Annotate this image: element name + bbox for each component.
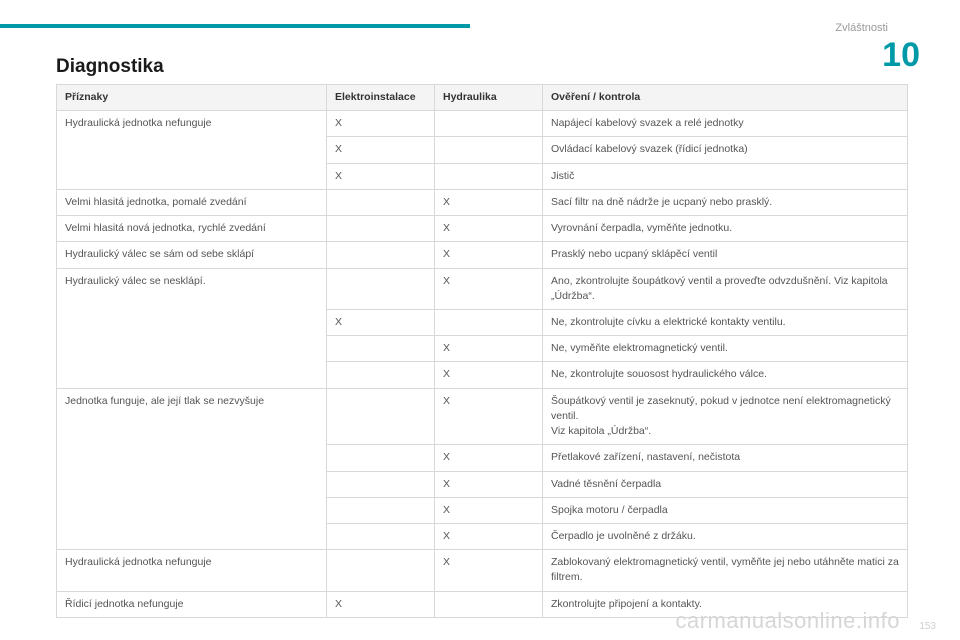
cell-verify: Vyrovnání čerpadla, vyměňte jednotku.	[543, 216, 908, 242]
cell-hydraulics	[435, 137, 543, 163]
diagnostics-table: Příznaky Elektroinstalace Hydraulika Ově…	[56, 84, 908, 618]
col-symptoms: Příznaky	[57, 85, 327, 111]
cell-hydraulics	[435, 111, 543, 137]
cell-hydraulics: X	[435, 471, 543, 497]
table-row: Hydraulická jednotka nefungujeXNapájecí …	[57, 111, 908, 137]
cell-hydraulics: X	[435, 336, 543, 362]
cell-electro	[327, 362, 435, 388]
table-row: Hydraulický válec se nesklápí.XAno, zkon…	[57, 268, 908, 309]
table-body: Hydraulická jednotka nefungujeXNapájecí …	[57, 111, 908, 618]
cell-symptom: Jednotka funguje, ale její tlak se nezvy…	[57, 388, 327, 550]
cell-symptom: Hydraulický válec se sám od sebe sklápí	[57, 242, 327, 268]
cell-electro	[327, 242, 435, 268]
table-row: Hydraulická jednotka nefunguje XZablokova…	[57, 550, 908, 591]
cell-verify: Čerpadlo je uvolněné z držáku.	[543, 523, 908, 549]
cell-verify: Spojka motoru / čerpadla	[543, 497, 908, 523]
cell-hydraulics: X	[435, 388, 543, 445]
cell-symptom: Velmi hlasitá nová jednotka, rychlé zved…	[57, 216, 327, 242]
cell-hydraulics	[435, 309, 543, 335]
cell-symptom: Řídicí jednotka nefunguje	[57, 591, 327, 617]
col-hydraulic: Hydraulika	[435, 85, 543, 111]
cell-electro	[327, 523, 435, 549]
table-row: Jednotka funguje, ale její tlak se nezvy…	[57, 388, 908, 445]
accent-bar	[0, 24, 470, 28]
cell-electro	[327, 216, 435, 242]
cell-electro	[327, 497, 435, 523]
cell-electro: X	[327, 137, 435, 163]
cell-symptom: Hydraulický válec se nesklápí.	[57, 268, 327, 388]
cell-hydraulics: X	[435, 242, 543, 268]
cell-symptom: Velmi hlasitá jednotka, pomalé zvedání	[57, 189, 327, 215]
page-number: 153	[919, 621, 936, 632]
cell-verify: Přetlakové zařízení, nastavení, nečistot…	[543, 445, 908, 471]
cell-hydraulics: X	[435, 362, 543, 388]
cell-hydraulics	[435, 591, 543, 617]
cell-hydraulics: X	[435, 497, 543, 523]
table-row: Velmi hlasitá nová jednotka, rychlé zved…	[57, 216, 908, 242]
cell-electro: X	[327, 111, 435, 137]
cell-verify: Ne, vyměňte elektromagnetický ventil.	[543, 336, 908, 362]
cell-symptom: Hydraulická jednotka nefunguje	[57, 111, 327, 190]
cell-hydraulics: X	[435, 445, 543, 471]
table-row: Velmi hlasitá jednotka, pomalé zvedání XS…	[57, 189, 908, 215]
cell-verify: Sací filtr na dně nádrže je ucpaný nebo …	[543, 189, 908, 215]
cell-verify: Ovládací kabelový svazek (řídicí jednotk…	[543, 137, 908, 163]
cell-verify: Jistič	[543, 163, 908, 189]
cell-verify: Ne, zkontrolujte souosost hydraulického …	[543, 362, 908, 388]
cell-electro	[327, 445, 435, 471]
col-electro: Elektroinstalace	[327, 85, 435, 111]
cell-verify: Vadné těsnění čerpadla	[543, 471, 908, 497]
cell-electro	[327, 189, 435, 215]
cell-electro	[327, 471, 435, 497]
cell-hydraulics: X	[435, 523, 543, 549]
cell-electro: X	[327, 163, 435, 189]
cell-hydraulics: X	[435, 216, 543, 242]
cell-electro	[327, 550, 435, 591]
watermark: carmanualsonline.info	[675, 608, 900, 634]
cell-verify: Prasklý nebo ucpaný sklápěcí ventil	[543, 242, 908, 268]
header-right: Zvláštnosti 10	[835, 22, 920, 72]
section-label: Zvláštnosti	[835, 22, 888, 34]
cell-hydraulics	[435, 163, 543, 189]
cell-hydraulics: X	[435, 189, 543, 215]
table-row: Hydraulický válec se sám od sebe sklápí X…	[57, 242, 908, 268]
cell-verify: Napájecí kabelový svazek a relé jednotky	[543, 111, 908, 137]
cell-electro	[327, 336, 435, 362]
cell-electro	[327, 268, 435, 309]
cell-verify: Šoupátkový ventil je zaseknutý, pokud v …	[543, 388, 908, 445]
chapter-number: 10	[835, 38, 920, 72]
page-title: Diagnostika	[56, 56, 164, 78]
cell-verify: Zablokovaný elektromagnetický ventil, vy…	[543, 550, 908, 591]
col-verify: Ověření / kontrola	[543, 85, 908, 111]
table-header-row: Příznaky Elektroinstalace Hydraulika Ově…	[57, 85, 908, 111]
cell-hydraulics: X	[435, 268, 543, 309]
cell-electro	[327, 388, 435, 445]
cell-verify: Ano, zkontrolujte šoupátkový ventil a pr…	[543, 268, 908, 309]
cell-verify: Ne, zkontrolujte cívku a elektrické kont…	[543, 309, 908, 335]
cell-electro: X	[327, 309, 435, 335]
cell-electro: X	[327, 591, 435, 617]
cell-symptom: Hydraulická jednotka nefunguje	[57, 550, 327, 591]
table-header: Příznaky Elektroinstalace Hydraulika Ově…	[57, 85, 908, 111]
cell-hydraulics: X	[435, 550, 543, 591]
